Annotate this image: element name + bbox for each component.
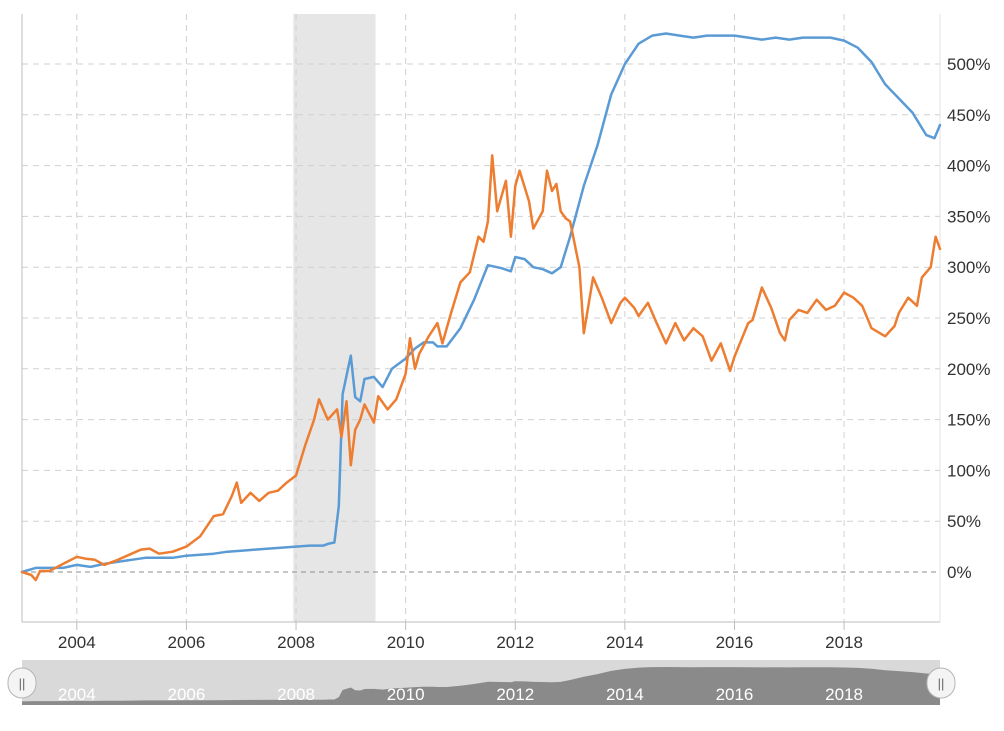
y-tick-label: 450%	[947, 106, 990, 125]
x-axis: 2004 2006 2008 2010 2012 2014 2016 2018	[58, 622, 863, 652]
right-handle-grip-icon[interactable]: ||	[938, 676, 945, 691]
navigator-right-handle[interactable]: ||	[926, 667, 956, 699]
navigator-year-label: 2018	[825, 685, 863, 704]
left-handle-grip-icon[interactable]: ||	[19, 676, 26, 691]
navigator-year-label: 2004	[58, 685, 96, 704]
navigator-year-label: 2006	[168, 685, 206, 704]
y-tick-label: 250%	[947, 309, 990, 328]
y-tick-label: 200%	[947, 360, 990, 379]
x-tick-label: 2012	[496, 633, 534, 652]
x-tick-label: 2010	[387, 633, 425, 652]
series-line-1	[20, 32, 942, 574]
navigator-year-label: 2014	[606, 685, 644, 704]
y-tick-label: 100%	[947, 461, 990, 480]
left-handle-box[interactable]	[7, 667, 37, 699]
y-tick-label: 0%	[947, 563, 972, 582]
navigator-year-label: 2008	[277, 685, 315, 704]
x-tick-label: 2018	[825, 633, 863, 652]
navigator-year-label: 2016	[716, 685, 754, 704]
x-tick-label: 2016	[716, 633, 754, 652]
y-tick-label: 150%	[947, 411, 990, 430]
grid-layer	[21, 14, 941, 623]
y-axis: 0% 50% 100% 150% 200% 250% 300% 350% 400% 450% 500…	[947, 55, 990, 582]
y-tick-label: 400%	[947, 157, 990, 176]
x-tick-label: 2008	[277, 633, 315, 652]
right-handle-box[interactable]	[926, 667, 956, 699]
navigator-year-label: 2012	[496, 685, 534, 704]
x-tick-label: 2004	[58, 633, 96, 652]
y-tick-label: 350%	[947, 207, 990, 226]
navigator-labels: 2004 2006 2008 2010 2012 2014 2016 2018	[58, 685, 863, 704]
navigator-left-handle[interactable]: ||	[7, 667, 37, 699]
range-navigator[interactable]: 2004 2006 2008 2010 2012 2014 2016 2018 || ||	[7, 660, 956, 705]
series-line-2	[20, 154, 942, 582]
y-tick-label: 300%	[947, 258, 990, 277]
series-layer	[20, 32, 942, 582]
y-tick-label: 50%	[947, 512, 981, 531]
navigator-area	[22, 667, 940, 705]
x-tick-label: 2014	[606, 633, 644, 652]
y-tick-label: 500%	[947, 55, 990, 74]
x-tick-label: 2006	[168, 633, 206, 652]
navigator-year-label: 2010	[387, 685, 425, 704]
